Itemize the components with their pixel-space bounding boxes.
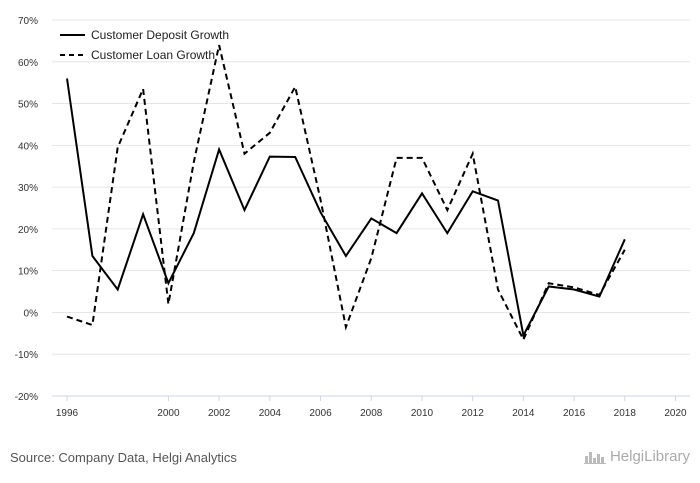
x-tick-label: 2002 xyxy=(208,408,231,419)
x-tick-label: 2004 xyxy=(259,408,282,419)
x-tick-label: 1996 xyxy=(56,408,79,419)
y-tick-label: 20% xyxy=(18,225,38,236)
x-tick-label: 2008 xyxy=(360,408,383,419)
x-tick-label: 2020 xyxy=(664,408,687,419)
brand-name: HelgiLibrary xyxy=(609,448,690,465)
x-tick-label: 2006 xyxy=(309,408,332,419)
y-tick-label: 10% xyxy=(18,267,38,278)
y-tick-label: 70% xyxy=(18,16,38,27)
x-tick-label: 2012 xyxy=(462,408,485,419)
series-line-deposit-growth xyxy=(66,78,626,339)
legend-label-deposit: Customer Deposit Growth xyxy=(91,28,229,42)
grid-lines xyxy=(52,19,690,397)
x-tick-label: 2010 xyxy=(411,408,434,419)
y-tick-label: 0% xyxy=(24,308,39,319)
y-tick-label: -10% xyxy=(15,350,38,361)
source-note: Source: Company Data, Helgi Analytics xyxy=(10,450,237,465)
city-skyline-icon xyxy=(583,451,606,464)
x-tick-label: 2000 xyxy=(157,408,180,419)
y-tick-label: 40% xyxy=(18,141,38,152)
legend: Customer Deposit Growth Customer Loan Gr… xyxy=(60,28,229,62)
y-tick-label: -20% xyxy=(15,392,38,403)
x-axis: 1996 2000 2002 2004 2006 2008 2010 2012 2014 2016… xyxy=(56,396,687,419)
legend-label-loan: Customer Loan Growth xyxy=(91,48,215,62)
x-tick-label: 2016 xyxy=(563,408,586,419)
series-line-loan-growth xyxy=(66,44,626,342)
y-tick-label: 30% xyxy=(18,183,38,194)
series-lines xyxy=(66,44,626,342)
y-tick-label: 60% xyxy=(18,58,38,69)
x-tick-label: 2014 xyxy=(512,408,535,419)
y-tick-label: 50% xyxy=(18,100,38,111)
y-axis: -20% -10% 0% 10% 20% 30% 40% 50% 60% 70% xyxy=(15,16,38,403)
brand-logo: HelgiLibrary xyxy=(583,448,690,465)
x-tick-label: 2018 xyxy=(614,408,637,419)
